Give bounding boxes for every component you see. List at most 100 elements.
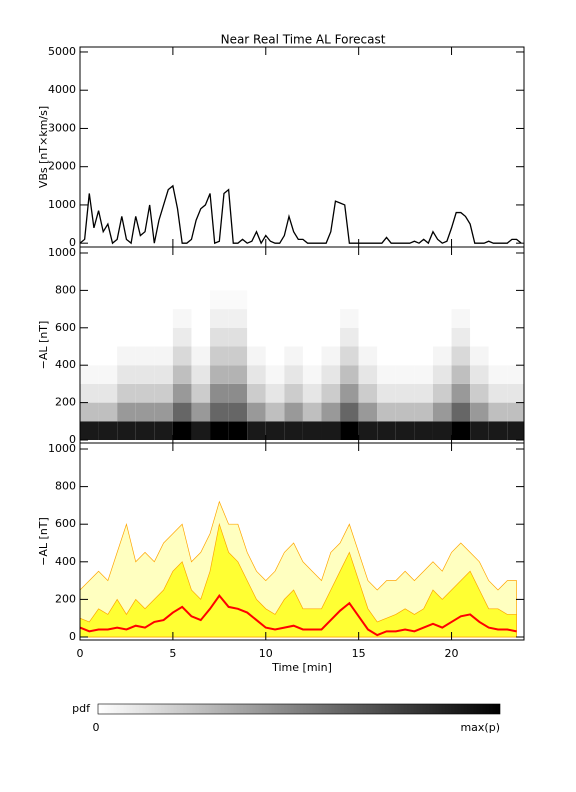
pdf-cell <box>80 365 99 384</box>
pdf-cell <box>358 383 378 403</box>
pdf-cell <box>210 346 229 366</box>
pdf-cell <box>470 290 489 310</box>
pdf-cell <box>117 383 136 403</box>
x-axis-label: Time [min] <box>271 661 332 674</box>
pdf-cell <box>321 346 341 366</box>
pdf-cell <box>302 290 322 310</box>
pdf-cell <box>135 421 155 441</box>
y-tick-label: 400 <box>55 555 76 568</box>
pdf-cell <box>228 365 248 384</box>
pdf-cell <box>265 365 285 384</box>
quantile-band <box>80 522 517 638</box>
pdf-cell <box>358 346 378 366</box>
pdf-cell <box>358 327 378 347</box>
pdf-cell <box>154 346 173 366</box>
pdf-cell <box>414 383 433 403</box>
pdf-cell <box>210 383 229 403</box>
pdf-cell <box>321 309 341 328</box>
pdf-cell <box>154 402 173 422</box>
y-tick-label: 200 <box>55 396 76 409</box>
pdf-cell <box>451 327 471 347</box>
pdf-cell <box>284 383 303 403</box>
pdf-cell <box>284 421 303 441</box>
y-tick-label: 2000 <box>48 160 76 173</box>
pdf-cell <box>135 365 155 384</box>
pdf-cell <box>247 365 266 384</box>
pdf-cell <box>451 309 471 328</box>
y-axis-label: VBs [nT×km/s] <box>37 106 50 188</box>
y-axis-label: −AL [nT] <box>37 517 50 566</box>
pdf-cell <box>432 402 452 422</box>
pdf-cell <box>265 309 285 328</box>
pdf-cell <box>80 383 99 403</box>
pdf-cell <box>395 346 415 366</box>
pdf-cell <box>451 346 471 366</box>
x-tick-label: 15 <box>352 647 366 660</box>
pdf-cell <box>228 383 248 403</box>
y-tick-label: 400 <box>55 358 76 371</box>
pdf-cell <box>488 327 508 347</box>
y-tick-label: 4000 <box>48 83 76 96</box>
pdf-cell <box>98 365 118 384</box>
pdf-cell <box>80 421 99 441</box>
pdf-cell <box>154 421 173 441</box>
pdf-cell <box>80 346 99 366</box>
pdf-cell <box>191 309 211 328</box>
pdf-cell <box>135 309 155 328</box>
pdf-cell <box>395 290 415 310</box>
pdf-cell <box>172 346 192 366</box>
pdf-cell <box>135 402 155 422</box>
pdf-cell <box>340 383 359 403</box>
pdf-cell <box>414 402 433 422</box>
pdf-cell <box>154 290 173 310</box>
pdf-cell <box>470 309 489 328</box>
pdf-cell <box>228 290 248 310</box>
pdf-cell <box>507 421 524 441</box>
pdf-cell <box>395 383 415 403</box>
pdf-cell <box>321 365 341 384</box>
pdf-cell <box>414 365 433 384</box>
plot-area <box>80 184 522 245</box>
pdf-cell <box>321 290 341 310</box>
pdf-cell <box>302 365 322 384</box>
pdf-cell <box>507 402 524 422</box>
pdf-cell <box>432 421 452 441</box>
pdf-cell <box>507 365 524 384</box>
x-tick-label: 10 <box>259 647 273 660</box>
pdf-cell <box>377 402 396 422</box>
pdf-cell <box>488 402 508 422</box>
pdf-cell <box>265 327 285 347</box>
pdf-cell <box>80 402 99 422</box>
pdf-cell <box>414 327 433 347</box>
pdf-cell <box>284 346 303 366</box>
pdf-cell <box>414 346 433 366</box>
median-line <box>80 593 517 637</box>
pdf-cell <box>340 346 359 366</box>
pdf-cell <box>247 290 266 310</box>
y-tick-label: 0 <box>69 236 76 249</box>
pdf-cell <box>470 383 489 403</box>
pdf-cell <box>432 365 452 384</box>
panel-frame <box>79 442 525 641</box>
pdf-cell <box>80 290 99 310</box>
pdf-cell <box>172 290 192 310</box>
pdf-cell <box>507 309 524 328</box>
pdf-cell <box>228 309 248 328</box>
y-axis-label: −AL [nT] <box>37 321 50 370</box>
x-tick-label: 5 <box>169 647 176 660</box>
pdf-cell <box>117 346 136 366</box>
pdf-cell <box>470 327 489 347</box>
pdf-cell <box>228 327 248 347</box>
pdf-cell <box>451 383 471 403</box>
pdf-cell <box>98 402 118 422</box>
pdf-cell <box>191 290 211 310</box>
pdf-cell <box>414 309 433 328</box>
pdf-cell <box>172 327 192 347</box>
x-tick-label: 0 <box>77 647 84 660</box>
pdf-cell <box>302 383 322 403</box>
pdf-cell <box>488 346 508 366</box>
pdf-cell <box>507 327 524 347</box>
pdf-cell <box>191 346 211 366</box>
pdf-cell <box>98 290 118 310</box>
pdf-cell <box>302 402 322 422</box>
